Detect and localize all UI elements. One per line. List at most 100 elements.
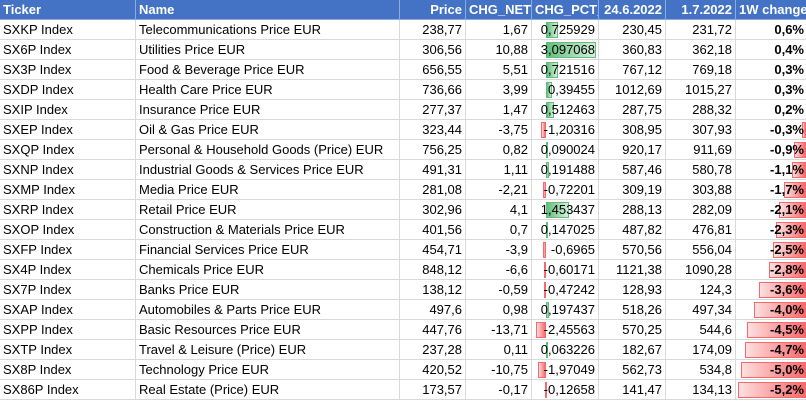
cell: Construction & Materials Price EUR (136, 220, 400, 240)
cell: 238,77 (400, 20, 466, 40)
cell: 544,6 (666, 320, 736, 340)
cell: 303,88 (666, 180, 736, 200)
cell: Banks Price EUR (136, 280, 400, 300)
header-cell: Price (400, 0, 466, 20)
cell: Telecommunications Price EUR (136, 20, 400, 40)
cell: Chemicals Price EUR (136, 260, 400, 280)
cell: -1,1% (736, 160, 806, 180)
data-bar (744, 342, 806, 358)
cell: SXQP Index (0, 140, 136, 160)
cell: 237,28 (400, 340, 466, 360)
cell: 3,99 (466, 80, 532, 100)
cell: 518,26 (599, 300, 666, 320)
data-bar (546, 302, 550, 318)
cell: -2,8% (736, 260, 806, 280)
cell: -0,12658 (532, 380, 599, 400)
data-bar (775, 222, 806, 238)
cell: 277,37 (400, 100, 466, 120)
cell: 302,96 (400, 200, 466, 220)
cell: -0,47242 (532, 280, 599, 300)
data-bar (794, 142, 806, 158)
header-cell: Name (136, 0, 400, 20)
cell: 174,09 (666, 340, 736, 360)
cell: 556,04 (666, 240, 736, 260)
data-bar (546, 202, 570, 218)
cell: 1,47 (466, 100, 532, 120)
cell: 309,19 (599, 180, 666, 200)
cell: 306,56 (400, 40, 466, 60)
data-bar (773, 242, 806, 258)
cell: 0,6% (736, 20, 806, 40)
cell: 281,08 (400, 180, 466, 200)
cell: SXEP Index (0, 120, 136, 140)
data-bar (546, 82, 553, 98)
cell: -0,3% (736, 120, 806, 140)
cell: SX3P Index (0, 60, 136, 80)
cell: -5,2% (736, 380, 806, 400)
cell: -3,75 (466, 120, 532, 140)
data-bar (545, 382, 548, 398)
data-bar (546, 222, 549, 238)
cell: -1,97049 (532, 360, 599, 380)
cell: 10,88 (466, 40, 532, 60)
cell: 3,097068 (532, 40, 599, 60)
cell: Basic Resources Price EUR (136, 320, 400, 340)
cell: SXKP Index (0, 20, 136, 40)
cell: 570,56 (599, 240, 666, 260)
data-bar (802, 122, 806, 138)
data-bar (538, 362, 546, 378)
cell: -5,0% (736, 360, 806, 380)
cell: Utilities Price EUR (136, 40, 400, 60)
cell: 580,78 (666, 160, 736, 180)
cell: 0,191488 (532, 160, 599, 180)
cell: 288,32 (666, 100, 736, 120)
cell: 128,93 (599, 280, 666, 300)
data-bar (546, 42, 596, 58)
cell: 487,82 (599, 220, 666, 240)
cell: -3,9 (466, 240, 532, 260)
data-bar (783, 182, 806, 198)
cell: 231,72 (666, 20, 736, 40)
cell: 1,67 (466, 20, 532, 40)
cell: SX86P Index (0, 380, 136, 400)
cell: 288,13 (599, 200, 666, 220)
cell: -13,71 (466, 320, 532, 340)
cell: 0,82 (466, 140, 532, 160)
data-bar (791, 162, 806, 178)
cell: 0,063226 (532, 340, 599, 360)
data-bar (740, 362, 806, 378)
cell: SX8P Index (0, 360, 136, 380)
cell: SXIP Index (0, 100, 136, 120)
cell: -2,21 (466, 180, 532, 200)
data-bar (541, 122, 546, 138)
cell: SX6P Index (0, 40, 136, 60)
cell: -1,7% (736, 180, 806, 200)
cell: 1012,69 (599, 80, 666, 100)
header-cell: CHG_NET (466, 0, 532, 20)
cell: -2,5% (736, 240, 806, 260)
cell: 0,98 (466, 300, 532, 320)
cell: 769,18 (666, 60, 736, 80)
cell: 141,47 (599, 380, 666, 400)
cell: 0,2% (736, 100, 806, 120)
cell: Technology Price EUR (136, 360, 400, 380)
data-bar (546, 342, 548, 358)
cell: -1,20316 (532, 120, 599, 140)
cell: 756,25 (400, 140, 466, 160)
cell: 0,39455 (532, 80, 599, 100)
cell: 0,725929 (532, 20, 599, 40)
cell: Health Care Price EUR (136, 80, 400, 100)
cell: 173,57 (400, 380, 466, 400)
cell: 5,51 (466, 60, 532, 80)
header-cell: 1W change (736, 0, 806, 20)
cell: 360,83 (599, 40, 666, 60)
cell: Retail Price EUR (136, 200, 400, 220)
cell: Industrial Goods & Services Price EUR (136, 160, 400, 180)
cell: SX7P Index (0, 280, 136, 300)
cell: 920,17 (599, 140, 666, 160)
cell: 362,18 (666, 40, 736, 60)
cell: Oil & Gas Price EUR (136, 120, 400, 140)
data-bar (543, 262, 546, 278)
cell: -2,1% (736, 200, 806, 220)
cell: -0,72201 (532, 180, 599, 200)
